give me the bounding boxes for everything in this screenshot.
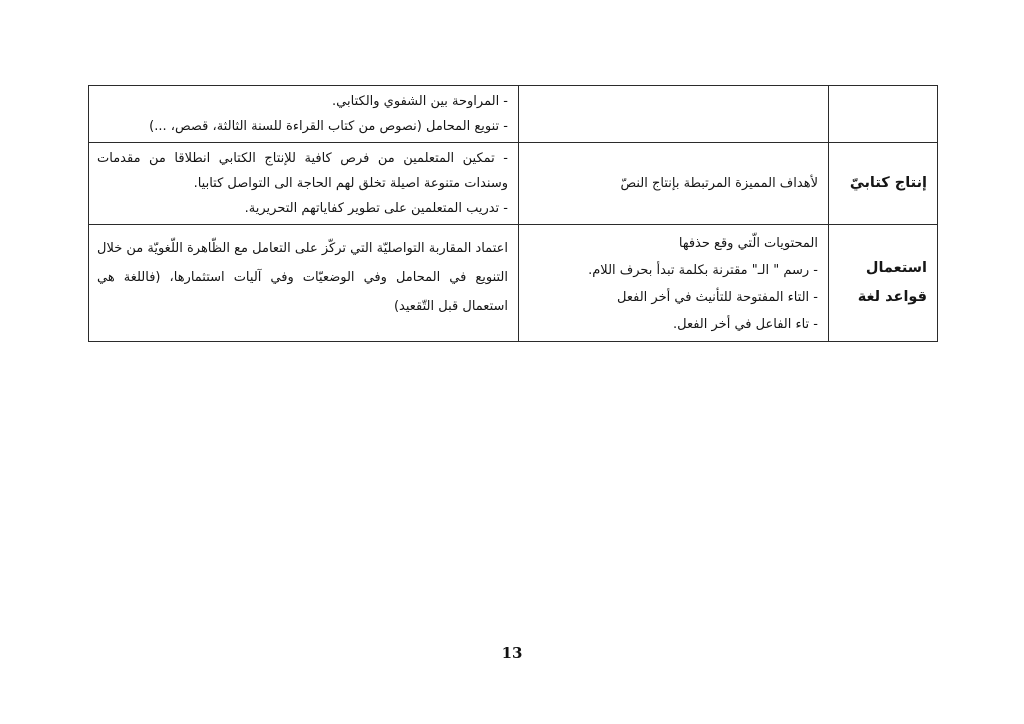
guidance-line: - تمكين المتعلمين من فرص كافية للإنتاج ا… — [97, 151, 508, 191]
objectives-line: - رسم " الـ" مقترنة بكلمة تبدأ بحرف اللا… — [588, 263, 818, 278]
category-cell: إنتاج كتابيّ — [828, 142, 938, 225]
table-row: إنتاج كتابيّ لأهداف المميزة المرتبطة بإن… — [88, 142, 938, 225]
guidance-cell: - المراوحة بين الشفوي والكتابي. - تنويع … — [88, 85, 519, 143]
category-label: قواعد لغة — [857, 289, 927, 305]
page-number: 13 — [501, 644, 523, 662]
objectives-cell: المحتويات الّتي وقع حذفها - رسم " الـ" م… — [518, 224, 829, 342]
objectives-line: المحتويات الّتي وقع حذفها — [678, 236, 818, 251]
objectives-cell-empty — [518, 85, 829, 143]
curriculum-table: - المراوحة بين الشفوي والكتابي. - تنويع … — [88, 85, 938, 342]
objectives-line: - تاء الفاعل في أخر الفعل. — [672, 317, 818, 332]
objectives-line: لأهداف المميزة المرتبطة بإنتاج النصّ — [620, 175, 818, 191]
guidance-line: - تنويع المحامل (نصوص من كتاب القراءة لل… — [149, 119, 508, 134]
objectives-line: - التاء المفتوحة للتأنيث في أخر الفعل — [617, 290, 818, 305]
category-label: استعمال — [865, 260, 927, 276]
guidance-cell: اعتماد المقاربة التواصليّة التي تركّز عل… — [88, 224, 519, 342]
table-row: - المراوحة بين الشفوي والكتابي. - تنويع … — [88, 85, 938, 143]
guidance-cell: - تمكين المتعلمين من فرص كافية للإنتاج ا… — [88, 142, 519, 225]
guidance-line: اعتماد المقاربة التواصليّة التي تركّز عل… — [97, 241, 508, 314]
guidance-line: - تدريب المتعلمين على تطوير كفاياتهم الت… — [244, 201, 508, 216]
category-cell-empty — [828, 85, 938, 143]
table-row: استعمال قواعد لغة المحتويات الّتي وقع حذ… — [88, 224, 938, 342]
objectives-cell: لأهداف المميزة المرتبطة بإنتاج النصّ — [518, 142, 829, 225]
category-label: إنتاج كتابيّ — [849, 175, 927, 191]
category-cell: استعمال قواعد لغة — [828, 224, 938, 342]
guidance-line: - المراوحة بين الشفوي والكتابي. — [332, 94, 508, 109]
